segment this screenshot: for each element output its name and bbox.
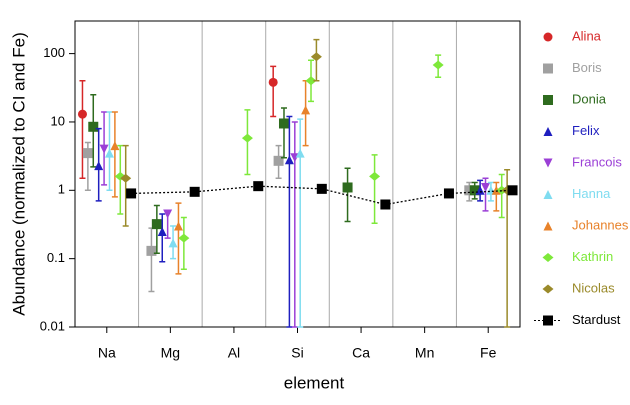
error-bar: [270, 65, 277, 118]
data-point: [157, 226, 167, 236]
data-point: [94, 161, 104, 171]
legend-marker: [543, 95, 553, 105]
data-point: [173, 221, 183, 231]
error-bar: [79, 80, 86, 180]
data-point: [104, 148, 114, 158]
legend-marker: [543, 63, 553, 74]
legend-label: Hanna: [572, 186, 611, 201]
legend-marker: [543, 158, 553, 168]
error-bar: [159, 213, 166, 263]
x-tick-label: Al: [228, 345, 240, 361]
legend-marker: [543, 315, 553, 326]
error-bar: [111, 111, 118, 198]
x-tick-label: Fe: [480, 345, 497, 361]
y-tick-label: 0.1: [47, 250, 65, 265]
data-point: [310, 52, 322, 62]
data-point: [295, 148, 305, 158]
error-bar: [153, 204, 160, 254]
error-bar: [280, 107, 287, 159]
data-point: [443, 188, 454, 199]
data-point: [481, 182, 491, 192]
error-bar: [122, 144, 129, 227]
error-bar: [291, 121, 298, 328]
data-point: [110, 141, 120, 151]
legend-label: Felix: [572, 123, 600, 138]
data-point: [168, 238, 178, 248]
data-point: [189, 186, 200, 197]
x-tick-label: Ca: [352, 345, 370, 361]
error-bar: [180, 216, 187, 270]
legend-marker: [543, 221, 553, 231]
data-point: [178, 233, 190, 243]
data-point: [126, 188, 137, 199]
data-point: [88, 121, 99, 132]
data-point: [151, 219, 162, 230]
data-point: [82, 148, 93, 159]
legend-marker: [542, 253, 554, 262]
y-tick-label: 0.01: [40, 318, 65, 333]
data-point: [241, 133, 253, 143]
data-point: [253, 181, 264, 192]
data-point: [342, 182, 353, 193]
data-point: [120, 173, 132, 183]
legend-marker: [542, 284, 554, 294]
data-point: [432, 60, 444, 70]
data-point: [380, 199, 391, 210]
y-tick-label: 1: [58, 182, 65, 197]
legend-label: Boris: [572, 60, 602, 75]
legend-marker: [543, 127, 553, 136]
data-point: [305, 76, 317, 86]
x-axis-label: element: [284, 373, 345, 392]
error-bar: [498, 173, 505, 219]
data-point: [146, 245, 157, 256]
legend-marker: [543, 32, 553, 42]
data-point: [77, 109, 87, 119]
data-point: [369, 171, 381, 181]
plot-frame: [74, 20, 521, 328]
y-tick-label: 100: [43, 45, 65, 60]
y-axis-label: Abundance (normalized to CI and Fe): [9, 32, 28, 316]
data-point: [163, 209, 173, 219]
data-point: [273, 155, 284, 166]
error-bar: [175, 202, 182, 275]
data-point: [268, 77, 278, 87]
x-tick-label: Mn: [415, 345, 434, 361]
error-bar: [371, 154, 378, 224]
data-point: [316, 183, 327, 194]
error-bar: [504, 168, 511, 328]
legend-marker: [543, 190, 553, 199]
legend-label: Stardust: [572, 312, 621, 327]
legend-label: Francois: [572, 154, 622, 169]
x-tick-label: Na: [98, 345, 116, 361]
legend-label: Donia: [572, 91, 607, 106]
data-point: [507, 185, 518, 196]
data-point: [301, 105, 311, 115]
legend-label: Nicolas: [572, 280, 615, 295]
x-tick-label: Mg: [161, 345, 180, 361]
error-bar: [148, 227, 155, 293]
data-point: [99, 144, 109, 154]
x-tick-label: Si: [291, 345, 303, 361]
legend-label: Kathrin: [572, 249, 613, 264]
y-tick-label: 10: [51, 113, 65, 128]
legend-label: Johannes: [572, 217, 629, 232]
error-bar: [286, 115, 293, 328]
data-point: [284, 155, 294, 165]
legend-label: Alina: [572, 28, 602, 43]
data-point: [278, 118, 289, 129]
